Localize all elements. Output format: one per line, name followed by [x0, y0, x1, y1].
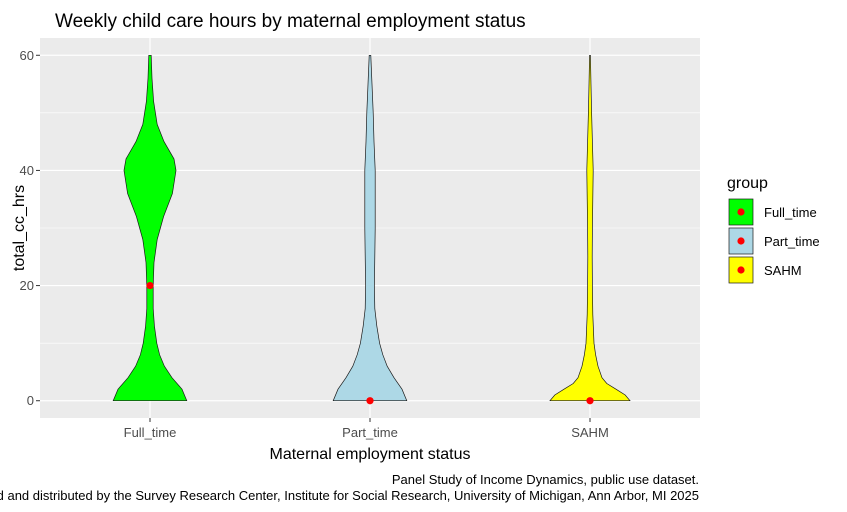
legend-label-Part_time: Part_time [764, 234, 820, 249]
median-point-SAHM [586, 397, 594, 405]
chart-title: Weekly child care hours by maternal empl… [55, 11, 526, 32]
violin-Part_time [332, 54, 408, 402]
y-tick-label: 60 [20, 48, 34, 63]
violin-SAHM [549, 54, 631, 402]
legend: group Full_time Part_time SAHM [727, 175, 820, 284]
legend-point-Part_time [737, 237, 745, 245]
x-axis-title: Maternal employment status [270, 446, 471, 463]
x-tick-label: Part_time [342, 425, 398, 440]
legend-point-SAHM [737, 266, 745, 274]
y-axis-title: total_cc_hrs [11, 185, 28, 271]
y-axis-ticks: 0 20 40 60 [20, 48, 40, 408]
x-axis-ticks: Full_time Part_time SAHM [124, 418, 609, 440]
y-tick-label: 0 [27, 393, 34, 408]
legend-title: group [727, 175, 768, 192]
median-point-Part_time [366, 397, 374, 405]
violins [112, 54, 631, 405]
x-tick-label: SAHM [571, 425, 609, 440]
legend-label-Full_time: Full_time [764, 205, 817, 220]
y-tick-label: 40 [20, 163, 34, 178]
y-tick-label: 20 [20, 278, 34, 293]
median-point-Full_time [146, 281, 154, 290]
legend-label-SAHM: SAHM [764, 263, 802, 278]
x-tick-label: Full_time [124, 425, 177, 440]
violin-Full_time [112, 54, 188, 402]
legend-point-Full_time [737, 208, 745, 216]
caption-line-2: Produced and distributed by the Survey R… [0, 488, 699, 503]
caption-line-1: Panel Study of Income Dynamics, public u… [392, 472, 699, 487]
